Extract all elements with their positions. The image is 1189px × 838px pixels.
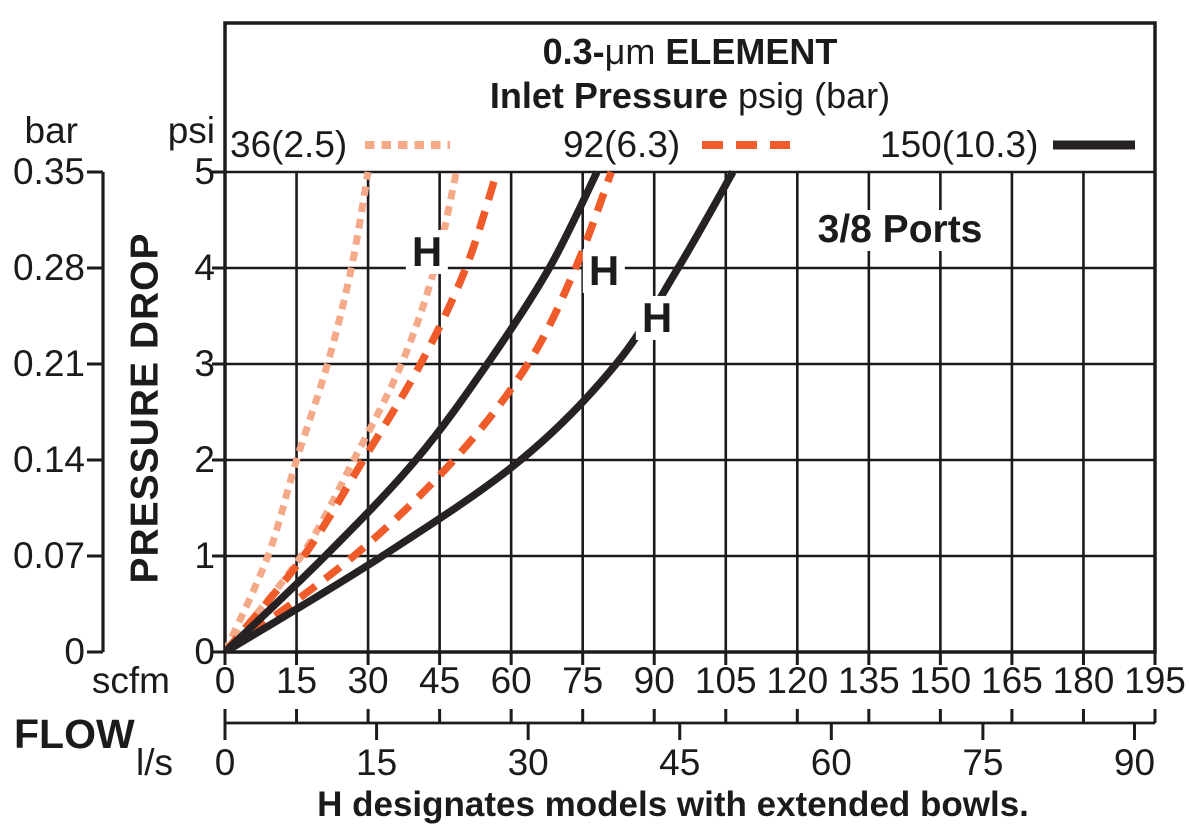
psi-tick-label: 2 — [194, 439, 215, 480]
h-curve-label-36: H — [405, 229, 449, 275]
ls-tick-label: 15 — [356, 742, 398, 783]
scfm-tick-label: 30 — [347, 660, 389, 701]
ls-tick-label: 45 — [659, 742, 701, 783]
scfm-tick-label: 60 — [490, 660, 532, 701]
bar-tick-label: 0.21 — [12, 343, 85, 384]
scfm-tick-label: 45 — [419, 660, 461, 701]
title-bold-suffix: ELEMENT — [655, 31, 838, 72]
chart-subtitle: Inlet Pressure psig (bar) — [225, 77, 1155, 115]
psi-tick-label: 4 — [194, 247, 215, 288]
legend-item-92: 92(6.3) — [563, 124, 681, 165]
subtitle-rest: psig (bar) — [728, 75, 891, 116]
ls-unit-label: l/s — [136, 742, 173, 783]
scfm-tick-label: 105 — [694, 660, 757, 701]
footnote: H designates models with extended bowls. — [317, 785, 1029, 824]
scfm-tick-label: 165 — [981, 660, 1043, 701]
ls-tick-label: 75 — [962, 742, 1004, 783]
curves-group — [225, 170, 737, 652]
psi-tick-label: 5 — [194, 151, 215, 192]
ls-tick-label: 60 — [810, 742, 852, 783]
scfm-tick-label: 15 — [275, 660, 318, 701]
scfm-tick-label: 180 — [1052, 660, 1115, 701]
title-bold-prefix: 0.3- — [542, 31, 605, 72]
psi-tick-label: 0 — [194, 631, 215, 672]
scfm-tick-label: 0 — [214, 660, 236, 701]
x-axis-title: FLOW — [14, 711, 135, 757]
h-curve-label-150: H — [635, 295, 679, 341]
chart-title: 0.3-μm ELEMENT — [225, 33, 1155, 71]
bar-axis-header: bar — [24, 110, 78, 151]
legend-item-150: 150(10.3) — [880, 124, 1039, 165]
scfm-tick-label: 75 — [562, 660, 604, 701]
scfm-tick-label: 150 — [909, 660, 972, 701]
scfm-tick-label: 90 — [633, 660, 675, 701]
scfm-unit-label: scfm — [91, 660, 170, 701]
subtitle-bold: Inlet Pressure — [489, 75, 729, 116]
curve-150-10.3-h — [225, 170, 737, 652]
scfm-tick-label: 195 — [1124, 660, 1186, 701]
ls-tick-label: 0 — [214, 742, 236, 783]
h-curve-label-92: H — [582, 248, 626, 294]
bar-tick-label: 0.28 — [12, 247, 85, 288]
bar-tick-label: 0.07 — [12, 535, 85, 576]
bar-tick-label: 0.35 — [12, 151, 85, 192]
curve-92-6.3-h — [225, 170, 615, 652]
psi-tick-label: 3 — [194, 343, 215, 384]
ls-tick-label: 90 — [1113, 742, 1156, 783]
ls-tick-label: 30 — [507, 742, 549, 783]
title-mu: μm — [604, 31, 656, 72]
curve-36-2.5- — [225, 171, 372, 652]
psi-tick-label: 1 — [194, 535, 215, 576]
legend-item-36: 36(2.5) — [230, 124, 348, 165]
psi-axis-header: psi — [167, 110, 215, 151]
scfm-tick-label: 120 — [766, 660, 829, 701]
curve-92-6.3- — [225, 170, 501, 652]
bar-tick-label: 0 — [64, 631, 85, 672]
ports-annotation: 3/8 Ports — [809, 209, 991, 251]
scfm-tick-label: 135 — [837, 660, 900, 701]
curve-150-10.3- — [225, 170, 601, 652]
bar-tick-label: 0.14 — [12, 439, 85, 480]
